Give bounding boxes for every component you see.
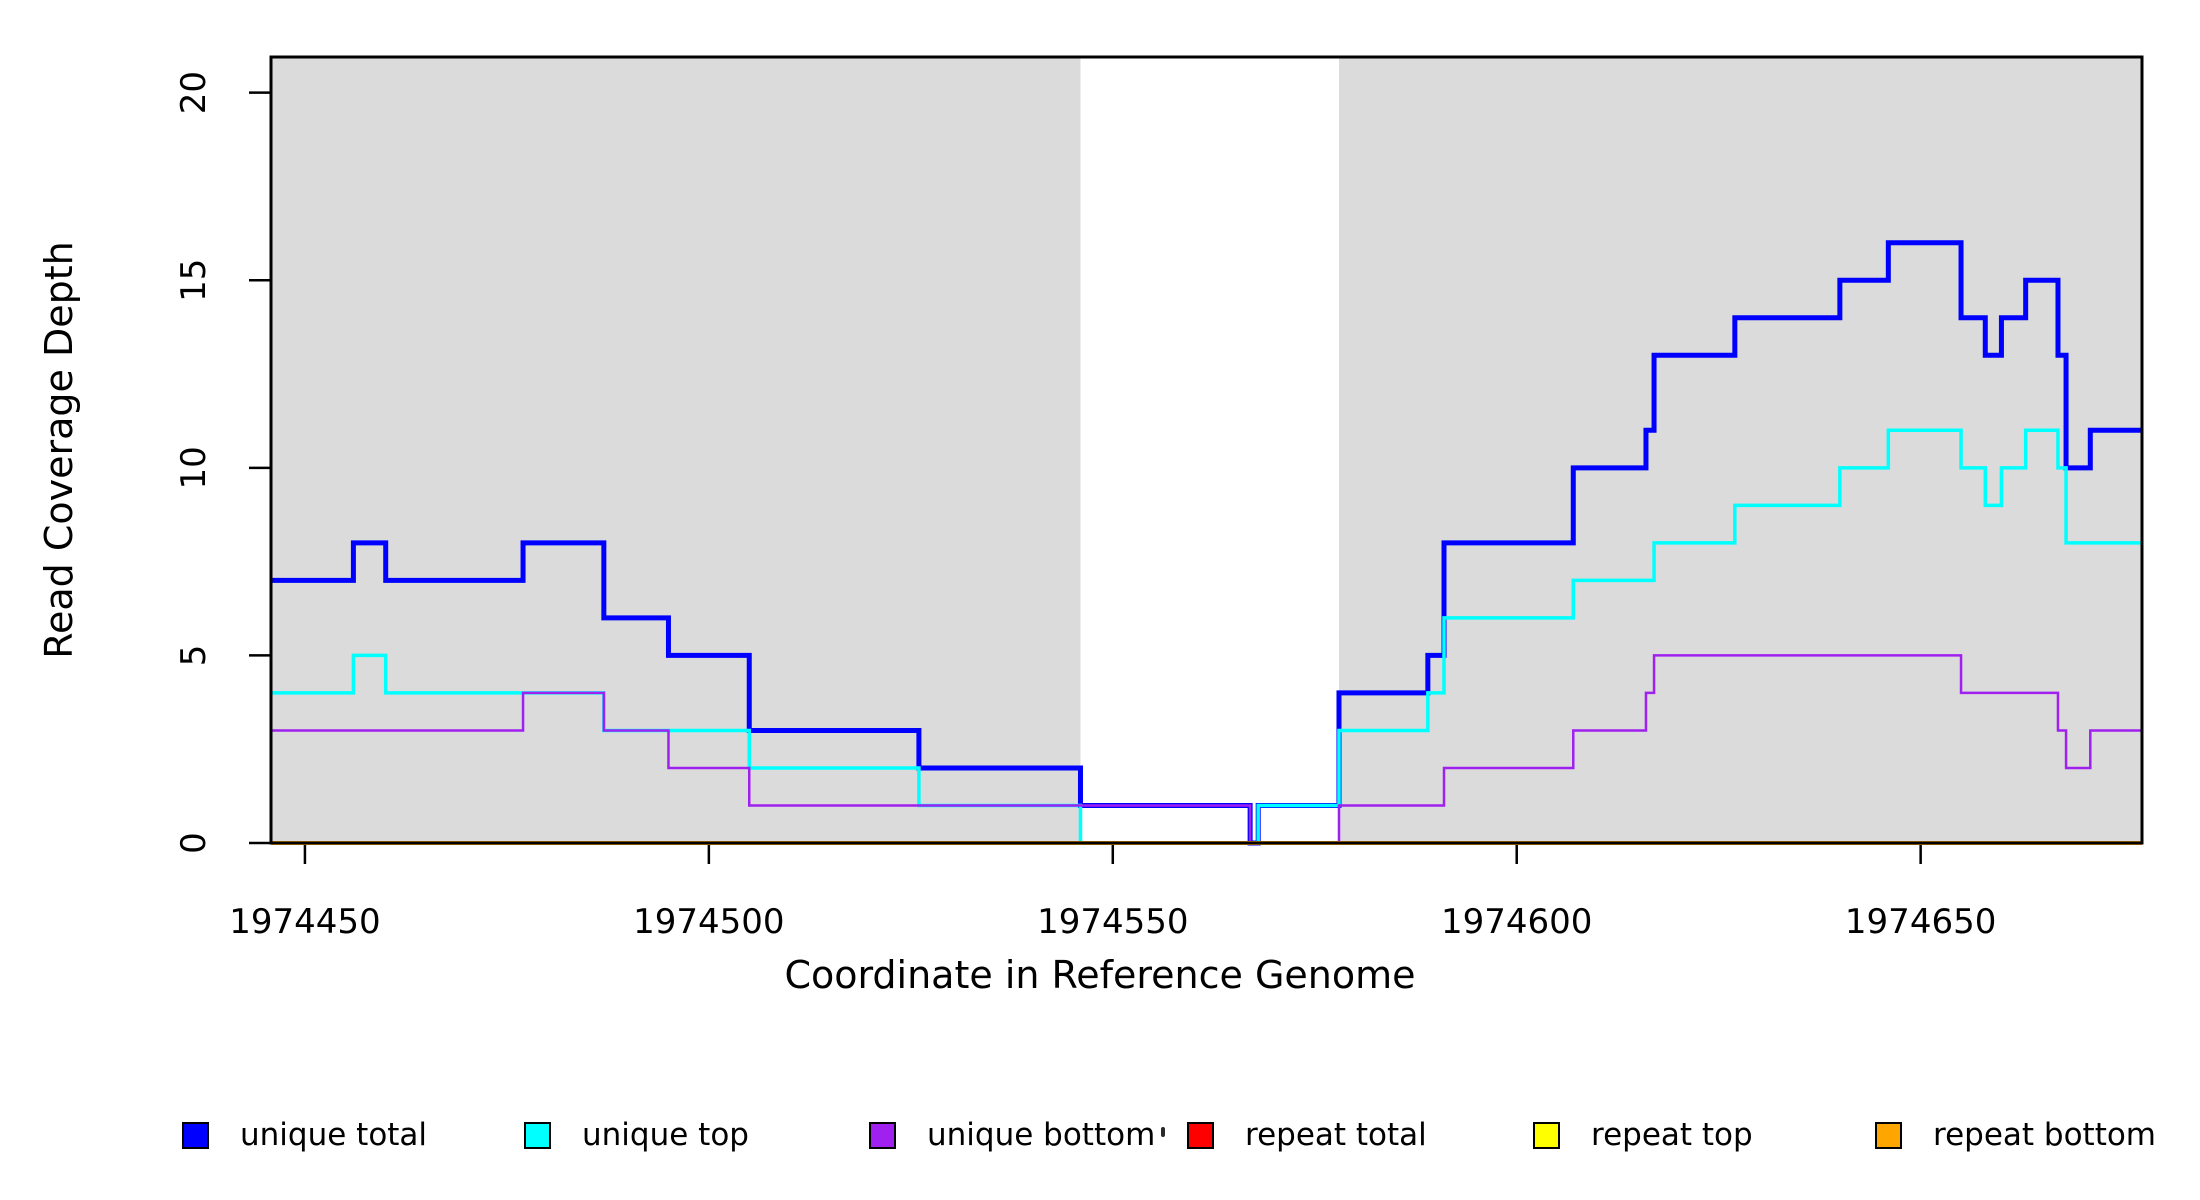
x-axis-title: Coordinate in Reference Genome <box>784 953 1415 997</box>
y-tick-label: 15 <box>174 259 214 302</box>
legend-item-unique-bottom: unique bottom <box>869 1117 1156 1153</box>
legend-label: unique bottom <box>927 1117 1156 1153</box>
legend-label: unique top <box>582 1117 749 1153</box>
legend-swatch-unique-total <box>182 1121 209 1149</box>
y-tick-label: 5 <box>174 645 214 667</box>
legend-swatch-unique-top <box>524 1121 551 1149</box>
y-tick-label: 20 <box>174 71 214 114</box>
series-unique-total <box>271 240 2142 846</box>
y-tick-label: 10 <box>174 446 214 489</box>
legend-swatch-repeat-total <box>1187 1121 1214 1149</box>
plot-legend: unique total unique top unique bottom repea… <box>0 0 2200 1153</box>
legend-item-repeat-total: repeat total <box>1187 1117 1427 1153</box>
x-tick-label: 1974550 <box>1037 902 1188 942</box>
x-tick-label: 1974450 <box>229 902 380 942</box>
legend-swatch-repeat-top <box>1533 1121 1560 1149</box>
y-axis-title: Read Coverage Depth <box>37 241 81 658</box>
x-tick-label: 1974600 <box>1441 902 1592 942</box>
legend-label: unique total <box>240 1117 428 1153</box>
legend-item-unique-total: unique total <box>182 1117 428 1153</box>
stray-tick-mark <box>1161 1127 1165 1137</box>
series-unique-bottom <box>271 654 2142 845</box>
highlight-region <box>1338 57 2142 843</box>
legend-item-unique-top: unique top <box>524 1117 749 1153</box>
highlight-region <box>271 57 1081 843</box>
plot-border <box>269 55 2144 845</box>
legend-swatch-repeat-bottom <box>1875 1121 1902 1149</box>
legend-swatch-unique-bottom <box>869 1121 896 1149</box>
y-tick-label: 0 <box>174 832 214 854</box>
legend-label: repeat top <box>1591 1117 1753 1153</box>
x-tick-label: 1974650 <box>1845 902 1996 942</box>
legend-label: repeat bottom <box>1933 1117 2157 1153</box>
legend-item-repeat-bottom: repeat bottom <box>1875 1117 2157 1153</box>
legend-label: repeat total <box>1245 1117 1427 1153</box>
series-unique-top <box>271 428 2142 845</box>
x-tick-label: 1974500 <box>633 902 784 942</box>
legend-item-repeat-top: repeat top <box>1533 1117 1753 1153</box>
